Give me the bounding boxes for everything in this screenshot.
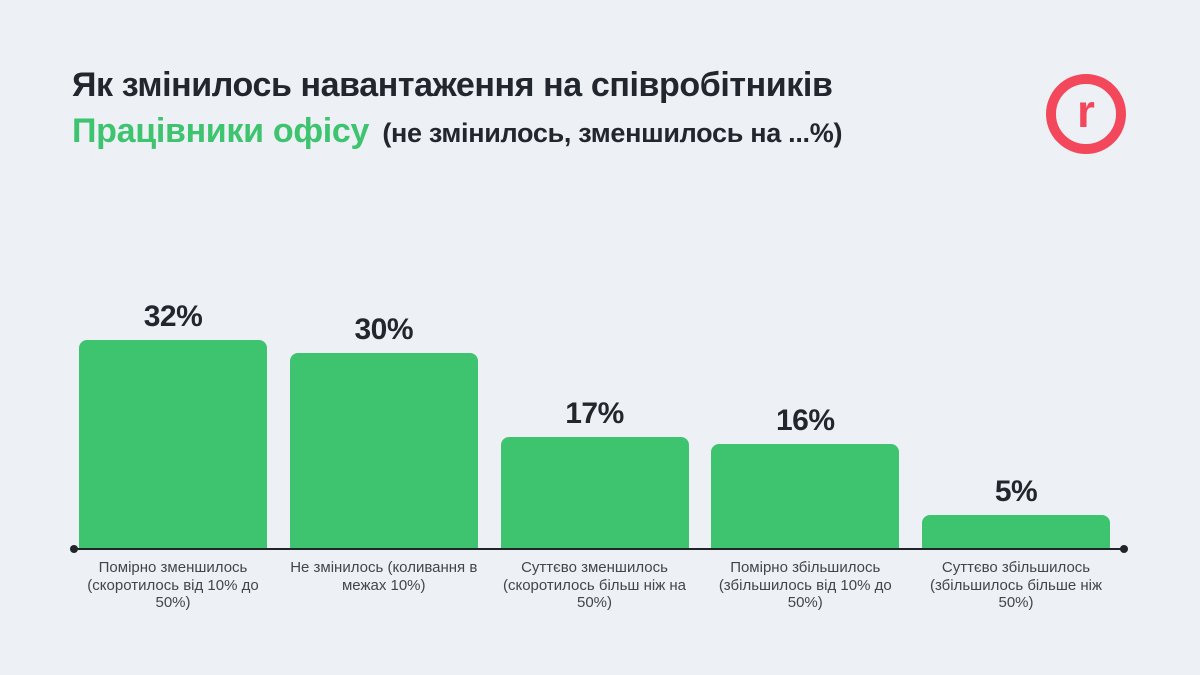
bar-group: 5% Суттєво збільшилось (збільшилось біль… <box>922 0 1110 675</box>
axis-end-dot <box>1120 545 1128 553</box>
bar-category-label: Помірно зменшилось (скоротилось від 10% … <box>87 559 259 611</box>
page-title: Як змінилось навантаження на співробітни… <box>72 66 833 104</box>
bar <box>922 515 1110 548</box>
robota-logo-icon: r <box>1046 74 1126 154</box>
bar <box>500 437 689 548</box>
bar-value-label: 30% <box>354 313 414 346</box>
subtitle-highlight: Працівники офісу <box>72 112 370 150</box>
header: Як змінилось навантаження на співробітни… <box>72 62 842 161</box>
bar-value-label: 17% <box>565 397 624 430</box>
bar-value-label: 32% <box>143 300 203 333</box>
x-axis-line <box>70 545 1128 553</box>
bar-group: 30% Не змінилось (коливання в межах 10%) <box>289 0 478 675</box>
bar <box>79 340 267 548</box>
bar-group: 17% Суттєво зменшилось (скоротилось біль… <box>500 0 689 675</box>
bar-category-label: Суттєво збільшилось (збільшилось більше … <box>929 559 1103 611</box>
bar-group: 16% Помірно збільшилось (збільшилось від… <box>711 0 900 675</box>
bar <box>289 353 478 548</box>
bar-category-label: Помірно збільшилось (збільшилось від 10%… <box>718 559 892 611</box>
subtitle-note: (не змінилось, зменшилось на ...%) <box>382 118 843 148</box>
bar <box>711 444 900 548</box>
bar-category-label: Суттєво зменшилось (скоротилось більш ні… <box>502 559 687 611</box>
bar-value-label: 5% <box>994 475 1038 508</box>
page-subtitle: Працівники офісу (не змінилось, зменшило… <box>72 108 842 161</box>
logo-letter: r <box>1077 85 1095 137</box>
bar-category-label: Не змінилось (коливання в межах 10%) <box>290 559 478 594</box>
axis-start-dot <box>70 545 78 553</box>
bar-group: 32% Помірно зменшилось (скоротилось від … <box>79 0 267 675</box>
bar-value-label: 16% <box>775 404 835 437</box>
